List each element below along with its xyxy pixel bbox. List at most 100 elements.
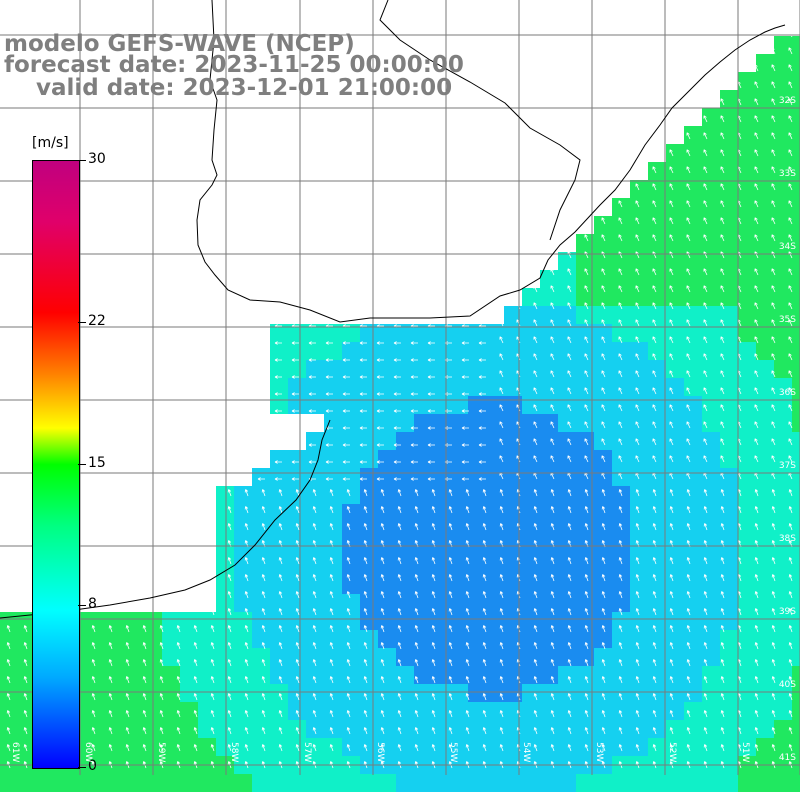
field-cell bbox=[162, 666, 180, 684]
field-cell bbox=[522, 504, 540, 522]
field-cell bbox=[612, 648, 630, 666]
field-cell bbox=[234, 630, 252, 648]
wind-arrow bbox=[414, 744, 419, 752]
field-cell bbox=[756, 144, 774, 162]
wind-arrow bbox=[465, 574, 470, 582]
wind-arrow bbox=[108, 642, 113, 650]
wind-arrow bbox=[567, 744, 572, 752]
field-cell bbox=[720, 576, 738, 594]
field-cell bbox=[468, 594, 486, 612]
wind-arrow bbox=[431, 591, 436, 599]
wind-arrow bbox=[125, 642, 130, 650]
field-cell bbox=[720, 630, 738, 648]
wind-arrow bbox=[482, 676, 487, 684]
wind-arrow bbox=[703, 608, 708, 616]
field-cell bbox=[756, 450, 774, 468]
wind-arrow bbox=[533, 506, 538, 514]
wind-arrow bbox=[533, 591, 538, 599]
field-cell bbox=[720, 324, 738, 342]
field-cell bbox=[486, 684, 504, 702]
wind-arrow bbox=[465, 676, 470, 684]
wind-arrow bbox=[427, 409, 435, 413]
field-cell bbox=[774, 108, 792, 126]
wind-arrow bbox=[227, 727, 232, 735]
field-cell bbox=[18, 648, 36, 666]
wind-arrow bbox=[601, 336, 606, 344]
field-cell bbox=[756, 648, 774, 666]
field-cell bbox=[774, 72, 792, 90]
wind-arrow bbox=[193, 676, 198, 684]
field-cell bbox=[396, 594, 414, 612]
field-cell bbox=[306, 342, 324, 360]
wind-arrow bbox=[703, 183, 708, 191]
wind-arrow bbox=[618, 268, 623, 276]
wind-arrow bbox=[533, 727, 538, 735]
field-cell bbox=[324, 378, 342, 396]
wind-arrow bbox=[635, 523, 640, 531]
wind-arrow bbox=[346, 489, 351, 497]
wind-arrow bbox=[193, 744, 198, 752]
field-cell bbox=[234, 702, 252, 720]
field-cell bbox=[486, 612, 504, 630]
wind-arrow bbox=[499, 489, 504, 497]
wind-arrow bbox=[393, 409, 401, 413]
wind-arrow bbox=[601, 710, 606, 718]
wind-arrow bbox=[23, 625, 28, 633]
field-cell bbox=[522, 414, 540, 432]
field-cell bbox=[540, 558, 558, 576]
wind-arrow bbox=[295, 659, 300, 667]
field-cell bbox=[612, 396, 630, 414]
field-cell bbox=[432, 630, 450, 648]
wind-arrow bbox=[703, 574, 708, 582]
wind-arrow bbox=[703, 353, 708, 361]
wind-arrow bbox=[771, 166, 776, 174]
wind-arrow bbox=[550, 455, 555, 463]
wind-arrow bbox=[427, 426, 435, 430]
field-cell bbox=[774, 702, 792, 720]
wind-arrow bbox=[533, 438, 538, 446]
field-cell bbox=[792, 540, 800, 558]
wind-arrow bbox=[210, 693, 215, 701]
wind-arrow bbox=[550, 642, 555, 650]
field-cell bbox=[360, 720, 378, 738]
wind-arrow bbox=[533, 625, 538, 633]
wind-arrow bbox=[363, 693, 368, 701]
wind-arrow bbox=[325, 477, 333, 481]
field-cell bbox=[558, 738, 576, 756]
field-cell bbox=[756, 684, 774, 702]
wind-arrow bbox=[533, 336, 538, 344]
wind-arrow bbox=[312, 676, 317, 684]
field-cell bbox=[378, 702, 396, 720]
field-cell bbox=[234, 558, 252, 576]
field-cell bbox=[792, 432, 800, 450]
field-cell bbox=[594, 486, 612, 504]
wind-arrow bbox=[499, 744, 504, 752]
field-cell bbox=[576, 702, 594, 720]
wind-arrow bbox=[618, 370, 623, 378]
field-cell bbox=[576, 540, 594, 558]
field-cell bbox=[378, 342, 396, 360]
field-cell bbox=[558, 450, 576, 468]
field-cell bbox=[576, 342, 594, 360]
latitude-label: 32S bbox=[778, 96, 796, 106]
field-cell bbox=[702, 126, 720, 144]
wind-arrow bbox=[771, 319, 776, 327]
field-cell bbox=[414, 414, 432, 432]
wind-arrow bbox=[720, 455, 725, 463]
wind-arrow bbox=[482, 710, 487, 718]
latitude-label: 41S bbox=[778, 753, 796, 763]
wind-arrow bbox=[788, 336, 793, 344]
field-cell bbox=[774, 558, 792, 576]
field-cell bbox=[360, 684, 378, 702]
wind-arrow bbox=[23, 642, 28, 650]
wind-arrow bbox=[720, 693, 725, 701]
wind-arrow bbox=[142, 710, 147, 718]
wind-arrow bbox=[427, 477, 435, 481]
wind-arrow bbox=[261, 489, 266, 497]
wind-arrow bbox=[159, 710, 164, 718]
field-cell bbox=[792, 324, 800, 342]
field-cell bbox=[450, 540, 468, 558]
wind-arrow bbox=[771, 574, 776, 582]
wind-arrow bbox=[754, 370, 759, 378]
field-cell bbox=[414, 612, 432, 630]
